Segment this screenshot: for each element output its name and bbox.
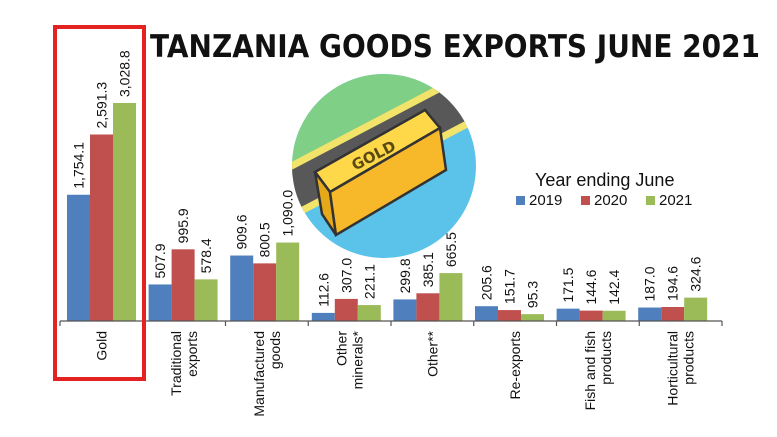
category-label-7: Horticultural products [665, 331, 697, 406]
gold-bar-icon: GOLD [292, 74, 476, 258]
category-label-line: minerals* [350, 330, 366, 389]
data-label-2019-5: 205.6 [479, 265, 495, 300]
data-label-2019-1: 507.9 [152, 243, 168, 278]
data-label-2020-4: 385.1 [420, 252, 436, 287]
legend-title: Year ending June [535, 170, 674, 190]
data-label-2020-7: 194.6 [665, 266, 681, 301]
data-label-2020-2: 800.5 [257, 222, 273, 257]
data-label-2021-4: 665.5 [443, 232, 459, 267]
data-label-2021-5: 95.3 [525, 281, 541, 308]
data-label-2020-0: 2,591.3 [94, 82, 110, 129]
category-label-2: Manufactured goods [251, 331, 283, 417]
bar-2020-4 [416, 293, 440, 321]
data-label-2021-7: 324.6 [688, 256, 704, 291]
bar-2020-2 [253, 263, 277, 321]
category-label-1: Traditional exports [168, 331, 200, 396]
bar-2020-3 [334, 298, 358, 321]
bar-2019-3 [311, 312, 335, 321]
bar-2019-2 [230, 255, 254, 321]
bar-2020-1 [171, 249, 195, 321]
category-label-line: Gold [93, 331, 109, 361]
data-label-2020-5: 151.7 [502, 269, 518, 304]
category-label-5: Re-exports [507, 331, 523, 399]
data-label-2019-0: 1,754.1 [71, 142, 87, 189]
legend-swatch-2020 [581, 196, 590, 205]
category-label-0: Gold [93, 331, 109, 361]
data-label-2019-4: 299.8 [397, 258, 413, 293]
bar-2020-5 [498, 310, 521, 321]
category-label-line: products [598, 331, 614, 385]
data-label-2019-7: 187.0 [642, 266, 658, 301]
data-label-2021-1: 578.4 [198, 238, 214, 273]
data-label-2021-3: 221.1 [361, 264, 377, 299]
bar-2021-6 [602, 310, 626, 321]
legend: Year ending June 2019 2020 2021 [516, 170, 692, 209]
highlight-box [53, 25, 146, 381]
bar-2021-2 [276, 242, 300, 321]
legend-swatch-2021 [646, 196, 655, 205]
category-label-line: products [681, 331, 697, 385]
bar-2019-1 [148, 284, 172, 321]
bar-2020-0 [90, 134, 113, 321]
bar-2021-4 [439, 273, 463, 321]
bar-2020-7 [661, 306, 685, 321]
legend-label-2019: 2019 [529, 192, 562, 209]
bar-2021-1 [194, 279, 218, 321]
bar-2020-6 [579, 310, 603, 321]
bar-2019-5 [475, 306, 498, 321]
category-label-line: goods [267, 331, 283, 369]
category-label-line: Fish and fish [582, 331, 598, 410]
bar-2019-4 [393, 299, 417, 321]
bar-2019-0 [67, 194, 90, 321]
category-label-line: Other** [424, 330, 440, 376]
data-label-2021-0: 3,028.8 [117, 50, 133, 97]
legend-label-2020: 2020 [594, 192, 627, 209]
category-label-6: Fish and fish products [582, 331, 614, 410]
data-label-2020-6: 144.6 [583, 269, 599, 304]
category-label-line: exports [184, 331, 200, 377]
category-label-line: Manufactured [251, 331, 267, 417]
legend-label-2021: 2021 [659, 192, 692, 209]
category-label-line: Traditional [168, 331, 184, 396]
bar-2021-0 [113, 103, 136, 321]
data-label-2021-6: 142.4 [606, 270, 622, 305]
category-label-line: Other [334, 331, 350, 366]
legend-swatch-2019 [516, 196, 525, 205]
bar-2019-7 [638, 307, 662, 321]
data-label-2019-2: 909.6 [234, 214, 250, 249]
category-label-3: Other minerals* [334, 330, 366, 389]
bar-2021-7 [684, 297, 708, 321]
category-label-line: Re-exports [507, 331, 523, 399]
bar-2021-3 [357, 305, 381, 321]
data-label-2020-1: 995.9 [175, 208, 191, 243]
category-label-line: Horticultural [665, 331, 681, 406]
data-label-2019-3: 112.6 [315, 273, 331, 307]
category-label-4: Other** [424, 330, 440, 376]
bar-2021-5 [521, 314, 544, 321]
data-label-2019-6: 171.5 [560, 267, 576, 302]
data-label-2020-3: 307.0 [338, 258, 354, 293]
bar-2019-6 [556, 308, 580, 321]
data-label-2021-2: 1,090.0 [280, 190, 296, 237]
chart-title: TANZANIA GOODS EXPORTS JUNE 2021 [150, 29, 760, 65]
